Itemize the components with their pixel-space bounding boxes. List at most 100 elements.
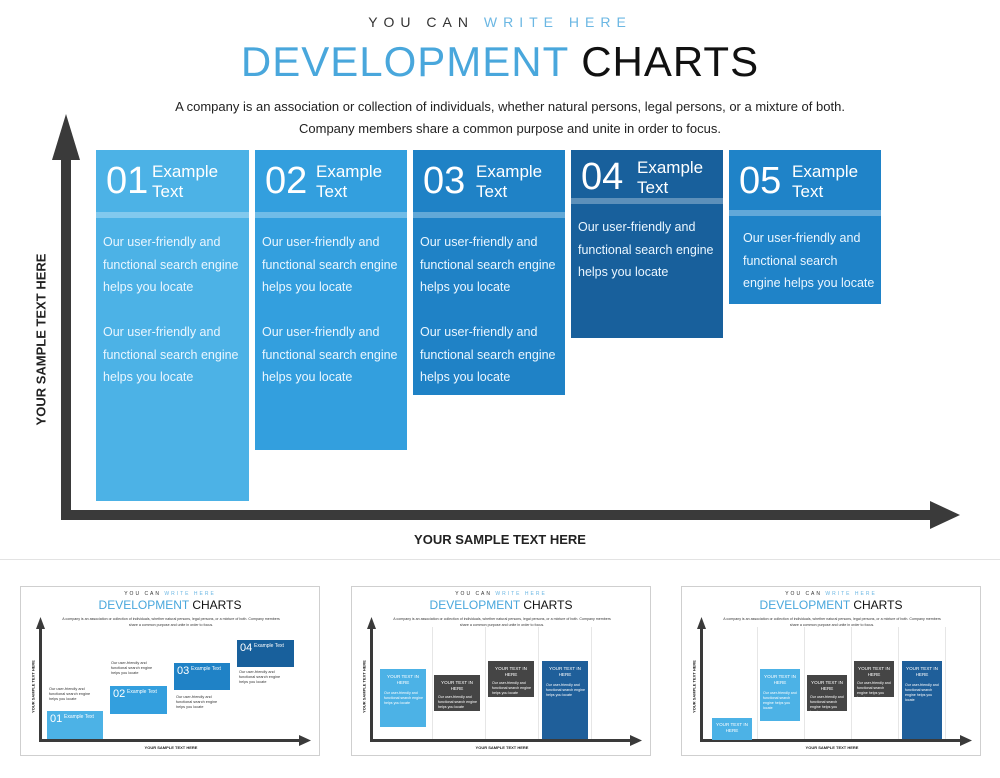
step-04-header: 04 Example Text [571,150,723,198]
thumb-title-blue: DEVELOPMENT [759,598,850,612]
thumb-eyebrow-accent: WRITE HERE [495,591,547,597]
step-body-1: Our user-friendly and functional search … [743,231,875,290]
thumb-eyebrow-dark: YOU CAN [785,591,822,597]
eyebrow-dark: YOU CAN [368,14,474,30]
thumb-description: A company is an association or collectio… [393,617,611,627]
thumb-step-04: 04 Example Text [237,640,294,667]
thumb-y-axis [370,627,373,742]
box-body: Our user-friendly and functional search … [810,695,844,714]
x-axis-arrow [930,501,960,529]
step-body-1: Our user-friendly and functional search … [420,235,556,294]
header-band [96,212,249,218]
step-02: 02 Example Text Our user-friendly and fu… [255,150,407,450]
box-body: Our user-friendly and functional search … [546,683,585,697]
thumb-y-label: YOUR SAMPLE TEXT HERE [361,660,367,713]
header-band [413,212,565,218]
thumb-title-dark: CHARTS [523,598,573,612]
thumb-box: YOUR TEXT IN HERE Our user-friendly and … [902,661,942,739]
box-body: Our user-friendly and functional search … [857,681,891,700]
box-heading: YOUR TEXT IN HERE [764,674,796,685]
step-body-2: Our user-friendly and functional search … [262,325,398,384]
thumb-title: DEVELOPMENT CHARTS [21,598,319,612]
thumb-x-arrow [630,735,642,746]
step-01-header: 01 Example Text [96,150,249,212]
eyebrow-text: YOU CAN WRITE HERE [0,14,1000,30]
thumb-step-03: 03 Example Text [174,663,230,690]
column-divider [804,627,805,739]
y-axis-line [61,150,71,520]
step-title: Example Text [637,158,704,197]
thumb-x-label: YOUR SAMPLE TEXT HERE [475,745,529,750]
thumb-y-arrow [697,617,706,629]
thumb-x-label: YOUR SAMPLE TEXT HERE [144,745,198,750]
box-heading: YOUR TEXT IN HERE [906,666,938,677]
thumb-step-01: 01 Example Text [47,711,103,739]
box-body: Our user-friendly and functional search … [905,683,939,702]
thumb-step-note: Our user-friendly and functional search … [111,661,153,676]
page-title: DEVELOPMENT CHARTS [0,38,1000,86]
box-heading: YOUR TEXT IN HERE [858,666,890,677]
thumb-eyebrow: YOU CAN WRITE HERE [352,591,650,597]
y-axis-label: YOUR SAMPLE TEXT HERE [33,253,49,426]
step-number: 02 [265,160,308,202]
thumb-box: YOUR TEXT IN HERE [712,718,752,740]
thumb-step-number: 01 [50,713,63,725]
thumb-title-blue: DEVELOPMENT [429,598,520,612]
step-05: 05 Example Text Our user-friendly and fu… [729,150,881,304]
thumb-eyebrow-dark: YOU CAN [455,591,492,597]
thumb-description: A company is an association or collectio… [723,617,941,627]
column-divider [851,627,852,739]
thumb-step-number: 04 [240,642,253,654]
thumb-y-arrow [36,617,45,629]
thumb-eyebrow: YOU CAN WRITE HERE [21,591,319,597]
header-band [255,212,407,218]
thumb-box: YOUR TEXT IN HERE Our user-friendly and … [760,669,800,721]
thumb-y-label: YOUR SAMPLE TEXT HERE [691,660,697,713]
thumb-step-number: 03 [177,665,190,677]
step-03-header: 03 Example Text [413,150,565,212]
header-band [571,198,723,204]
thumb-y-arrow [367,617,376,629]
column-divider [485,627,486,739]
description: A company is an association or collectio… [175,99,845,136]
box-heading: YOUR TEXT IN HERE [811,680,843,691]
box-body: Our user-friendly and functional search … [492,681,531,695]
thumb-box: YOUR TEXT IN HERE Our user-friendly and … [380,669,426,727]
thumb-step-number: 02 [113,688,126,700]
main-slide: YOU CAN WRITE HERE DEVELOPMENT CHARTS A … [0,14,1000,560]
thumbnail-1[interactable]: YOU CAN WRITE HERE DEVELOPMENT CHARTS A … [20,586,320,756]
step-title: Example Text [476,162,543,201]
column-divider [538,627,539,739]
step-title: Example Text [316,162,383,201]
step-number: 01 [106,160,149,202]
thumb-x-axis [370,739,632,742]
thumb-step-title: Example Text [254,643,284,649]
thumbnail-2[interactable]: YOU CAN WRITE HERE DEVELOPMENT CHARTS A … [351,586,651,756]
thumb-title: DEVELOPMENT CHARTS [682,598,980,612]
thumb-title-blue: DEVELOPMENT [98,598,189,612]
thumbnail-3[interactable]: YOU CAN WRITE HERE DEVELOPMENT CHARTS A … [681,586,981,756]
thumb-eyebrow: YOU CAN WRITE HERE [682,591,980,597]
step-body-1: Our user-friendly and functional search … [103,235,239,294]
thumb-step-note: Our user-friendly and functional search … [176,695,218,710]
box-body: Our user-friendly and functional search … [438,695,477,709]
column-divider [432,627,433,739]
thumb-step-title: Example Text [191,666,221,672]
thumb-step-title: Example Text [127,689,157,695]
header-band [729,210,881,216]
thumb-x-arrow [299,735,311,746]
column-divider [898,627,899,739]
thumb-step-note: Our user-friendly and functional search … [49,687,91,702]
step-number: 03 [423,160,466,202]
step-05-header: 05 Example Text [729,150,881,210]
thumb-y-axis [700,627,703,742]
thumb-step-title: Example Text [64,714,94,720]
thumb-title-dark: CHARTS [192,598,242,612]
thumb-axes [697,617,972,746]
step-number: 05 [739,160,782,202]
box-heading: YOUR TEXT IN HERE [441,680,473,691]
step-body-2: Our user-friendly and functional search … [103,325,239,384]
thumb-box: YOUR TEXT IN HERE Our user-friendly and … [434,675,480,711]
thumb-x-label: YOUR SAMPLE TEXT HERE [805,745,859,750]
box-body: Our user-friendly and functional search … [763,691,797,710]
